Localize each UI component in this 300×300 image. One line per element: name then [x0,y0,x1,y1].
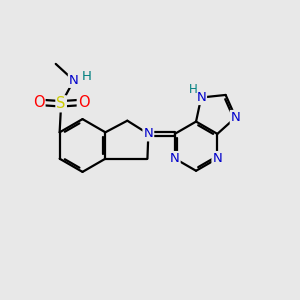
Text: N: N [69,74,79,87]
Text: H: H [189,82,198,95]
Text: N: N [196,91,206,104]
Text: H: H [81,70,91,83]
Text: O: O [33,95,44,110]
Text: N: N [170,152,180,165]
Text: S: S [56,96,66,111]
Text: O: O [78,95,89,110]
Text: N: N [143,128,153,140]
Text: N: N [212,152,222,165]
Text: N: N [231,111,241,124]
